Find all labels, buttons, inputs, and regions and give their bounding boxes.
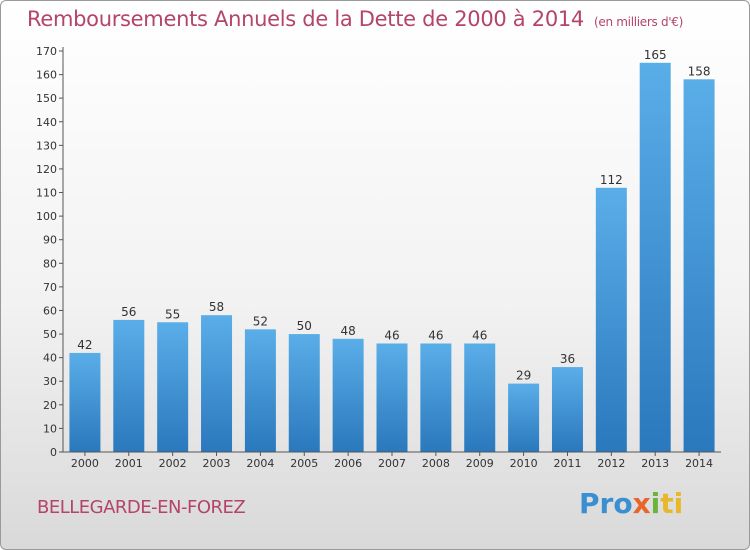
y-tick-label: 0	[50, 446, 57, 459]
x-tick-label: 2001	[115, 457, 143, 470]
data-label: 165	[644, 48, 667, 62]
x-tick-label: 2014	[685, 457, 713, 470]
data-label: 50	[297, 319, 312, 333]
data-label: 56	[121, 305, 136, 319]
chart-unit: (en milliers d'€)	[594, 15, 684, 29]
x-tick-label: 2005	[290, 457, 318, 470]
x-tick-label: 2007	[378, 457, 406, 470]
chart-title-text: Remboursements Annuels de la Dette de 20…	[27, 7, 584, 31]
data-label: 58	[209, 300, 224, 314]
data-label: 112	[600, 173, 623, 187]
y-tick-label: 100	[36, 210, 57, 223]
bar	[288, 334, 320, 452]
bar	[69, 352, 101, 452]
data-label: 29	[516, 369, 531, 383]
y-tick-label: 90	[43, 234, 57, 247]
y-tick-label: 140	[36, 116, 57, 129]
bar	[508, 383, 540, 452]
x-tick-label: 2010	[510, 457, 538, 470]
bar	[639, 62, 671, 452]
data-label: 36	[560, 352, 575, 366]
y-tick-label: 80	[43, 257, 57, 270]
y-tick-label: 10	[43, 422, 57, 435]
commune-name: BELLEGARDE-EN-FOREZ	[37, 497, 246, 518]
proxiti-logo: Proxiti	[579, 487, 684, 520]
data-label: 52	[253, 314, 268, 328]
y-tick-label: 120	[36, 163, 57, 176]
bar	[595, 187, 627, 452]
bar	[551, 367, 583, 452]
data-label: 46	[472, 328, 487, 342]
chart-title: Remboursements Annuels de la Dette de 20…	[27, 7, 683, 31]
bar	[157, 322, 189, 452]
data-label: 48	[340, 324, 355, 338]
y-tick-label: 170	[36, 45, 57, 58]
y-axis: 0 10 20 30 40 50 60 70 80 90 100 110 120 130 140 150 160…	[36, 45, 64, 459]
x-tick-label: 2012	[597, 457, 625, 470]
x-tick-label: 2004	[246, 457, 274, 470]
data-label: 55	[165, 307, 180, 321]
x-tick-label: 2008	[422, 457, 450, 470]
data-label: 42	[77, 338, 92, 352]
data-label: 158	[688, 64, 711, 78]
y-tick-label: 30	[43, 375, 57, 388]
x-axis: 2000 2001 2002 2003 2004 2005 2006 2007 2008 2009…	[63, 451, 721, 470]
bar	[683, 79, 715, 453]
bar	[376, 343, 408, 452]
bar	[201, 315, 233, 452]
bar	[113, 319, 145, 452]
y-tick-label: 160	[36, 69, 57, 82]
y-tick-label: 50	[43, 328, 57, 341]
x-tick-label: 2003	[203, 457, 231, 470]
bars: 42 56 55 58 52 50 48 46 46 46 29 36 112 165 158	[69, 48, 715, 453]
y-tick-label: 150	[36, 92, 57, 105]
data-label: 46	[384, 328, 399, 342]
y-tick-label: 60	[43, 304, 57, 317]
x-tick-label: 2006	[334, 457, 362, 470]
x-tick-label: 2000	[71, 457, 99, 470]
y-tick-label: 130	[36, 139, 57, 152]
x-tick-label: 2009	[466, 457, 494, 470]
x-tick-label: 2013	[641, 457, 669, 470]
bar	[244, 329, 276, 452]
y-tick-label: 70	[43, 281, 57, 294]
y-tick-label: 20	[43, 399, 57, 412]
y-tick-label: 110	[36, 187, 57, 200]
bar	[332, 338, 364, 452]
bar	[464, 343, 496, 452]
y-tick-label: 40	[43, 352, 57, 365]
x-tick-label: 2011	[553, 457, 581, 470]
bar	[420, 343, 452, 452]
x-tick-label: 2002	[159, 457, 187, 470]
data-label: 46	[428, 328, 443, 342]
